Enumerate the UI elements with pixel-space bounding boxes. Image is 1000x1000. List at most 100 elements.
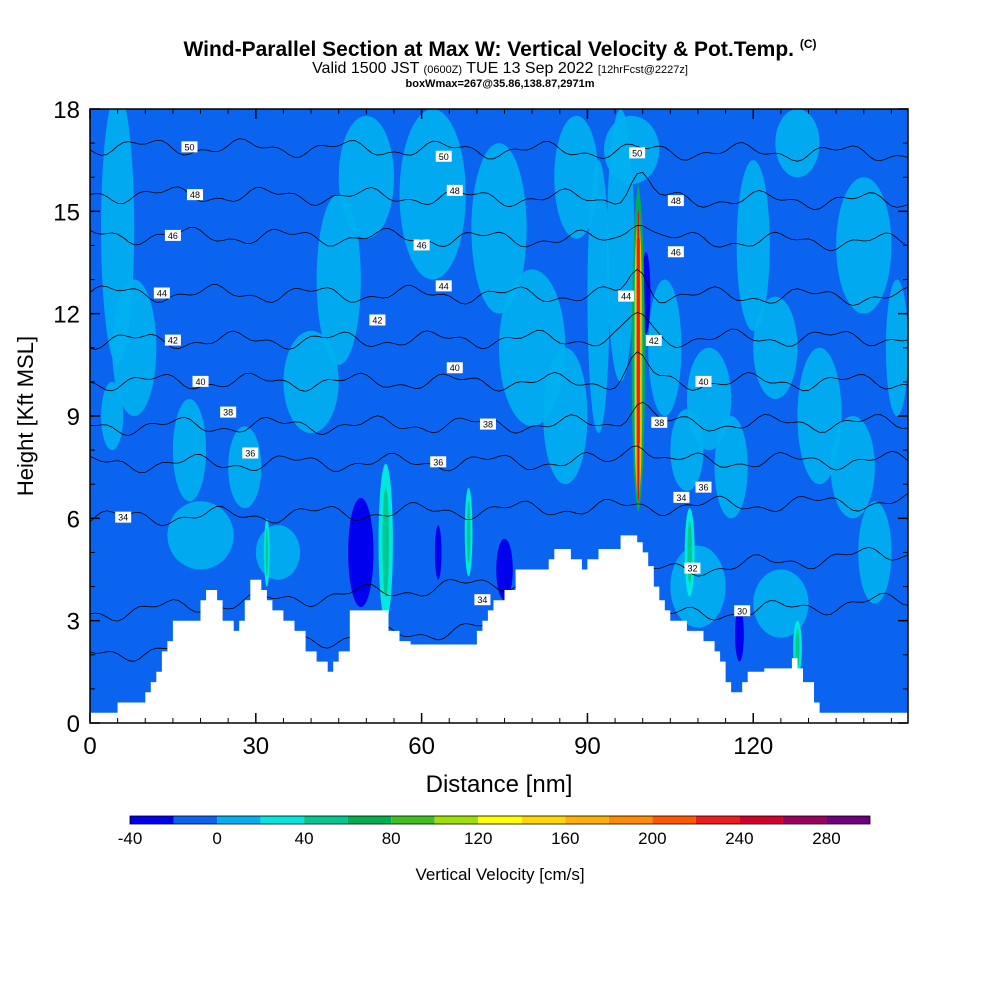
plot-area: 30 32 34 36 38 40 42 44 46 48 50 50 50 48 48 46 46 44 44 42…: [90, 109, 908, 723]
colorbar-tick-label: 0: [212, 829, 221, 848]
light-blue-band: [587, 160, 610, 434]
chart-title: Wind-Parallel Section at Max W: Vertical…: [0, 37, 1000, 62]
light-blue-band: [830, 416, 875, 519]
colorbar-frame: [129, 815, 871, 825]
light-blue-band: [255, 525, 301, 580]
isentrope-label-bg: [435, 280, 452, 292]
light-blue-band: [471, 143, 527, 314]
isentrope-label-text: 44: [157, 288, 167, 298]
isentrope-label-text: 50: [439, 152, 449, 162]
light-blue-band: [543, 347, 588, 485]
chart-subtitle: Valid 1500 JST (0600Z) TUE 13 Sep 2022 […: [0, 60, 1000, 78]
isentrope-label-text: 46: [417, 240, 427, 250]
isentrope-labels: 30 32 34 36 38 40 42 44 46 48 50 50 50 48 48 46 46 44 44 42…: [115, 141, 751, 617]
isentrope-label-text: 42: [168, 336, 178, 346]
updraft-core: [631, 184, 645, 512]
isentrope-label: 40: [446, 362, 463, 374]
colorbar-swatch: [565, 816, 609, 824]
isentrope-label: 44: [435, 280, 452, 292]
isentrope-label: 44: [618, 290, 635, 302]
isentrope-label-bg: [435, 150, 452, 162]
light-blue-band: [112, 279, 157, 416]
isentrope-label-text: 42: [649, 336, 659, 346]
isentrope-label-text: 48: [450, 186, 460, 196]
isentrope-line: [90, 546, 908, 622]
title-main: Wind-Parallel Section at Max W: Vertical…: [183, 38, 794, 61]
forecast-info: [12hrFcst@2227z]: [597, 64, 688, 76]
isentrope-label: 38: [220, 406, 237, 418]
isentrope-line: [90, 172, 908, 211]
colorbar: -40 0 40 80 120 160 200 240 280: [118, 815, 871, 848]
light-blue-band: [228, 426, 262, 509]
y-tick-label: 0: [67, 711, 80, 738]
x-tick-label: 90: [574, 733, 601, 760]
isentrope-label-bg: [220, 406, 237, 418]
y-tick-label: 12: [53, 302, 80, 329]
isentrope-label: 38: [651, 416, 668, 428]
isentrope-label-bg: [153, 287, 170, 299]
isentrope-label: 50: [629, 147, 646, 159]
isentrope-line: [90, 445, 908, 474]
colorbar-tick-label: -40: [118, 829, 143, 848]
isentrope-label-text: 46: [168, 231, 178, 241]
isentrope-label: 46: [413, 239, 430, 251]
colorbar-swatch: [739, 816, 783, 824]
valid-date: TUE 13 Sep 2022: [466, 60, 594, 77]
isentrope-label-bg: [734, 605, 751, 617]
isentrope-label-bg: [192, 375, 209, 387]
isentrope-label-bg: [667, 246, 684, 258]
colorbar-tick-label: 200: [638, 829, 666, 848]
isentrope-label-text: 36: [433, 457, 443, 467]
isentrope-label: 34: [673, 491, 690, 503]
isentrope-label-bg: [430, 456, 447, 468]
isentrope-label: 48: [446, 184, 463, 196]
isentrope-label-bg: [667, 195, 684, 207]
isentrope-line: [90, 492, 908, 527]
light-blue-band: [670, 545, 726, 628]
isentrope-label: 32: [684, 562, 701, 574]
isentrope-label-text: 44: [439, 281, 449, 291]
isentrope-label: 36: [430, 456, 447, 468]
isentrope-label-text: 30: [737, 606, 747, 616]
isentrope-label: 40: [192, 375, 209, 387]
light-blue-band: [797, 347, 842, 485]
isentrope-label-text: 48: [671, 196, 681, 206]
isentrope-label: 50: [181, 141, 198, 153]
light-blue-band: [648, 279, 682, 416]
light-blue-band: [101, 381, 124, 451]
isentrope-label-bg: [413, 239, 430, 251]
light-blue-band: [172, 398, 207, 502]
valid-prefix: Valid 1500 JST: [312, 60, 420, 77]
isentrope-line: [90, 401, 908, 436]
isentrope-label-bg: [164, 334, 181, 346]
copyright-mark: (C): [799, 37, 817, 51]
x-tick-label: 120: [733, 733, 773, 760]
y-tick-label: 3: [67, 609, 80, 636]
isentrope-label-text: 42: [372, 315, 382, 325]
updraft-streak-core: [795, 628, 800, 668]
downdraft-pockets: [348, 252, 744, 662]
y-axis-label: Height [Kft MSL]: [13, 336, 38, 496]
isentrope-line: [90, 268, 908, 306]
light-blue-band: [775, 109, 820, 178]
colorbar-swatch: [826, 816, 870, 824]
isentrope-label: 34: [115, 511, 132, 523]
updraft-streaks: [264, 463, 802, 676]
isentrope-label-bg: [446, 362, 463, 374]
isentrope-label-bg: [645, 334, 662, 346]
y-tick-label: 6: [67, 506, 80, 533]
colorbar-swatch: [347, 816, 392, 824]
colorbar-swatch: [434, 816, 479, 824]
colorbar-swatch: [695, 816, 740, 824]
isentrope-label-bg: [695, 375, 712, 387]
colorbar-swatch: [782, 816, 827, 824]
isentrope-label-text: 34: [676, 493, 686, 503]
y-tick-label: 9: [67, 404, 80, 431]
downdraft-pocket: [434, 525, 442, 580]
isentrope-label: 34: [474, 594, 491, 606]
colorbar-swatch: [478, 816, 522, 824]
isentrope-label-text: 32: [687, 564, 697, 574]
light-blue-band: [167, 501, 234, 570]
